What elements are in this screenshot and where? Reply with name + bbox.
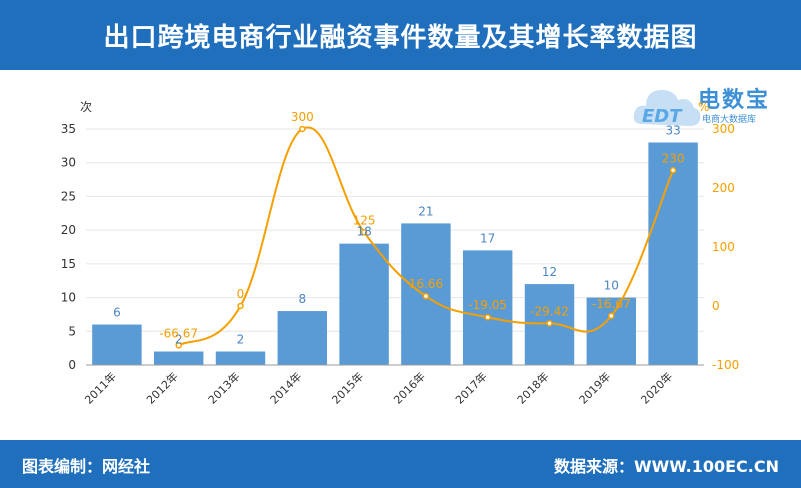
- page-title: 出口跨境电商行业融资事件数量及其增长率数据图: [103, 22, 698, 53]
- x-axis-tick-label: 2014年: [267, 369, 304, 406]
- bar: [586, 297, 637, 365]
- left-axis-tick-label: 15: [61, 257, 76, 271]
- right-axis-unit-label: %: [698, 100, 709, 114]
- x-axis-tick-label: 2015年: [329, 369, 366, 406]
- bar-value-label: 21: [418, 204, 433, 218]
- x-axis-tick-label: 2020年: [638, 369, 675, 406]
- growth-rate-point: [608, 312, 615, 320]
- logo-sub-text: 电商大数据库: [702, 115, 757, 125]
- bar-value-label: 12: [542, 265, 557, 279]
- left-axis-unit-label: 次: [80, 100, 92, 114]
- left-axis-tick-label: 10: [61, 291, 76, 305]
- growth-rate-line: [178, 126, 675, 347]
- x-axis-tick-label: 2016年: [391, 369, 428, 406]
- line-value-label: 16.66: [409, 277, 443, 291]
- logo-badge: EDT: [642, 106, 683, 127]
- chart-compiler: 图表编制：网经社: [22, 457, 151, 476]
- line-value-label: 300: [291, 110, 314, 124]
- growth-rate-point: [360, 229, 368, 236]
- x-axis-tick-label: 2018年: [514, 369, 551, 406]
- bar-series: [92, 142, 698, 365]
- right-axis-tick-label: 300: [712, 122, 735, 136]
- bar: [215, 351, 266, 365]
- right-axis-tick-label: 200: [712, 181, 735, 195]
- cloud-logo-icon: EDT: [633, 90, 701, 127]
- growth-rate-point: [299, 125, 306, 133]
- left-axis-tick-label: 0: [68, 358, 76, 372]
- growth-rate-point: [669, 167, 677, 174]
- growth-rate-point: [422, 292, 430, 300]
- bar: [153, 351, 204, 365]
- bar-value-label: 17: [480, 231, 495, 245]
- bar-value-label: 2: [175, 333, 183, 347]
- growth-rate-point: [484, 313, 491, 321]
- line-value-label: -66.67: [159, 326, 198, 340]
- bar-value-label: 18: [356, 225, 371, 239]
- line-value-label: 0: [237, 287, 245, 301]
- left-axis-tick-label: 25: [61, 189, 76, 203]
- left-axis-tick-label: 35: [61, 122, 76, 136]
- growth-rate-point: [546, 320, 553, 327]
- bar-value-label: 6: [113, 306, 121, 320]
- bar: [339, 243, 389, 365]
- brand-logo: EDT 电数宝 电商大数据库: [632, 76, 797, 134]
- x-axis-tick-label: 2019年: [576, 369, 613, 406]
- x-axis-tick-label: 2017年: [452, 369, 489, 406]
- data-source: 数据来源：WWW.100EC.CN: [553, 457, 779, 476]
- x-axis-tick-label: 2012年: [143, 369, 180, 406]
- left-axis-tick-label: 5: [68, 324, 76, 338]
- left-axis-tick-label: 30: [61, 156, 76, 170]
- bar-value-label: 2: [237, 333, 245, 347]
- bar: [92, 324, 142, 365]
- right-axis-tick-label: 0: [712, 299, 720, 313]
- line-value-label: -16.67: [592, 297, 631, 311]
- combo-chart: 62 28182117121033-66.67030012516.66-19.05…: [61, 100, 740, 407]
- growth-rate-point: [175, 342, 182, 349]
- line-value-label: 125: [353, 213, 376, 227]
- title-banner: 出口跨境电商行业融资事件数量及其增长率数据图: [0, 0, 801, 70]
- bar: [648, 142, 698, 365]
- line-series: [175, 125, 677, 349]
- x-axis-tick-label: 2011年: [82, 369, 119, 406]
- x-axis-tick-label: 2013年: [205, 369, 242, 406]
- growth-rate-point: [237, 302, 244, 310]
- bar-value-label: 10: [604, 279, 619, 293]
- line-value-label: 230: [662, 151, 685, 165]
- bar-value-label: 8: [298, 292, 306, 306]
- bar: [277, 311, 328, 365]
- bar-value-label: 33: [665, 123, 680, 137]
- footer-banner: 图表编制：网经社 数据来源：WWW.100EC.CN: [0, 440, 801, 488]
- logo-main-text: 电数宝: [698, 88, 771, 113]
- right-axis-tick-label: -100: [712, 358, 739, 372]
- left-axis-tick-label: 20: [61, 223, 76, 237]
- line-value-label: -19.05: [468, 298, 507, 312]
- bar: [462, 250, 513, 365]
- line-value-label: -29.42: [530, 304, 569, 318]
- right-axis-tick-label: 100: [712, 240, 735, 254]
- data-labels: 6 2 2 8 18 21 17 12 10 33 -66.67 0 300 125 16.66 -19.05…: [113, 110, 684, 347]
